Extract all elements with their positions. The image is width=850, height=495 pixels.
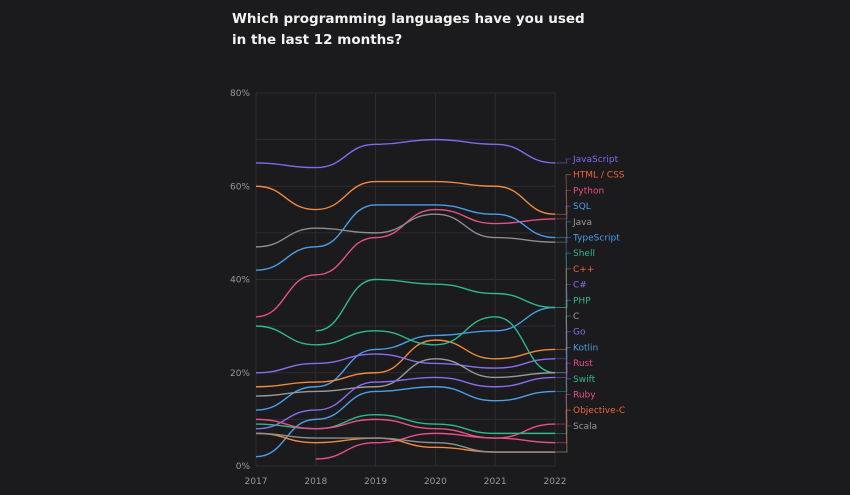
series-label-c: C: [573, 312, 579, 322]
series-label-typescript: TypeScript: [572, 234, 620, 244]
series-label-kotlin: Kotlin: [573, 343, 598, 353]
leader-line-java: [555, 221, 571, 243]
series-line-javascript: [255, 138, 556, 169]
series-label-c-: C#: [573, 281, 587, 291]
series-line-typescript: [255, 306, 556, 411]
series-label-c-: C++: [573, 265, 594, 275]
leader-line-kotlin: [555, 347, 571, 392]
leader-line-python: [555, 190, 571, 220]
series-line-html-css: [255, 180, 556, 215]
x-tick-label: 2018: [304, 477, 327, 487]
series-line-kotlin: [255, 386, 556, 458]
series-line-scala: [255, 432, 555, 453]
leader-line-javascript: [555, 158, 571, 164]
series-label-php: PHP: [573, 296, 591, 306]
series-label-go: Go: [573, 328, 586, 338]
series-label-objective-c: Objective-C: [573, 406, 625, 416]
leader-line-c-: [555, 268, 571, 350]
leader-line-php: [555, 299, 571, 374]
leader-line-typescript: [555, 237, 571, 308]
series-label-rust: Rust: [573, 359, 593, 369]
series-line-rust: [315, 423, 556, 460]
series-label-java: Java: [572, 218, 592, 228]
series-line-shell: [315, 278, 556, 332]
leader-line-swift: [555, 378, 571, 434]
series-label-swift: Swift: [573, 375, 596, 385]
y-tick-label: 0%: [236, 462, 251, 472]
series-label-javascript: JavaScript: [572, 155, 619, 165]
series-label-python: Python: [573, 186, 604, 196]
series-line-c: [255, 358, 556, 397]
label-leader-lines: [555, 158, 571, 453]
series-line-c-: [255, 353, 556, 374]
y-tick-label: 80%: [230, 89, 250, 99]
y-axis-ticks: 0% 20% 40% 60% 80%: [230, 89, 250, 472]
grid-lines: [255, 92, 556, 467]
series-labels: JavaScript HTML / CSS Python SQL Java TypeScr…: [572, 155, 625, 432]
series-label-ruby: Ruby: [573, 391, 596, 401]
x-tick-label: 2021: [484, 477, 507, 487]
series-line-php: [255, 316, 556, 374]
series-label-scala: Scala: [573, 422, 597, 432]
leader-line-go: [555, 331, 571, 378]
series-line-ruby: [255, 418, 556, 444]
series-line-python: [255, 208, 556, 318]
x-tick-label: 2020: [424, 477, 447, 487]
x-tick-label: 2019: [364, 477, 387, 487]
series-label-sql: SQL: [573, 202, 591, 212]
series-line-c-: [255, 339, 556, 388]
x-tick-label: 2017: [245, 477, 268, 487]
leader-line-shell: [555, 252, 571, 308]
series-line-sql: [255, 204, 556, 271]
leader-line-objective-c: [555, 409, 571, 453]
y-tick-label: 40%: [230, 276, 250, 286]
series-label-shell: Shell: [573, 249, 595, 259]
leader-line-c: [555, 315, 571, 374]
y-tick-label: 60%: [230, 182, 250, 192]
x-tick-label: 2022: [544, 477, 567, 487]
y-tick-label: 20%: [230, 369, 250, 379]
series-lines: [255, 138, 556, 460]
series-line-java: [255, 213, 556, 248]
leader-line-html-css: [555, 174, 571, 215]
leader-line-scala: [555, 425, 571, 453]
series-label-html-css: HTML / CSS: [573, 171, 625, 181]
leader-line-rust: [555, 362, 571, 425]
leader-line-ruby: [555, 394, 571, 444]
chart-title: Which programming languages have you use…: [232, 11, 585, 48]
series-line-go: [255, 376, 556, 430]
x-axis-ticks: 2017 2018 2019 2020 2021 2022: [245, 477, 567, 487]
